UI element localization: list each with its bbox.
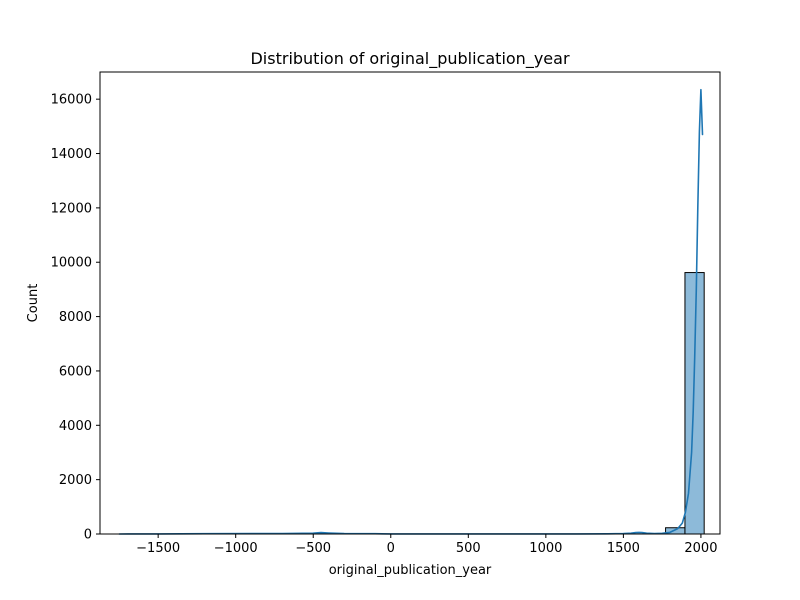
x-tick-label: 0 (387, 541, 395, 556)
y-tick-label: 14000 (51, 147, 92, 162)
x-tick-label: 500 (456, 541, 481, 556)
y-tick-label: 8000 (59, 310, 92, 325)
plot-area-frame (99, 71, 721, 535)
y-tick-label: 12000 (51, 201, 92, 216)
x-tick-label: −1000 (214, 541, 258, 556)
y-tick-label: 2000 (59, 473, 92, 488)
x-axis-label: original_publication_year (329, 563, 492, 578)
x-tick-label: −500 (295, 541, 331, 556)
x-tick-label: 2000 (684, 541, 717, 556)
y-axis-label: Count (26, 284, 41, 323)
y-tick-label: 0 (84, 528, 92, 543)
y-tick-label: 16000 (51, 93, 92, 108)
y-tick-label: 4000 (59, 419, 92, 434)
x-tick-label: −1500 (136, 541, 180, 556)
x-tick-label: 1000 (529, 541, 562, 556)
y-tick-label: 6000 (59, 364, 92, 379)
y-tick-label: 10000 (51, 256, 92, 271)
chart-title: Distribution of original_publication_yea… (250, 49, 569, 69)
x-tick-label: 1500 (607, 541, 640, 556)
kde-line (118, 88, 704, 535)
